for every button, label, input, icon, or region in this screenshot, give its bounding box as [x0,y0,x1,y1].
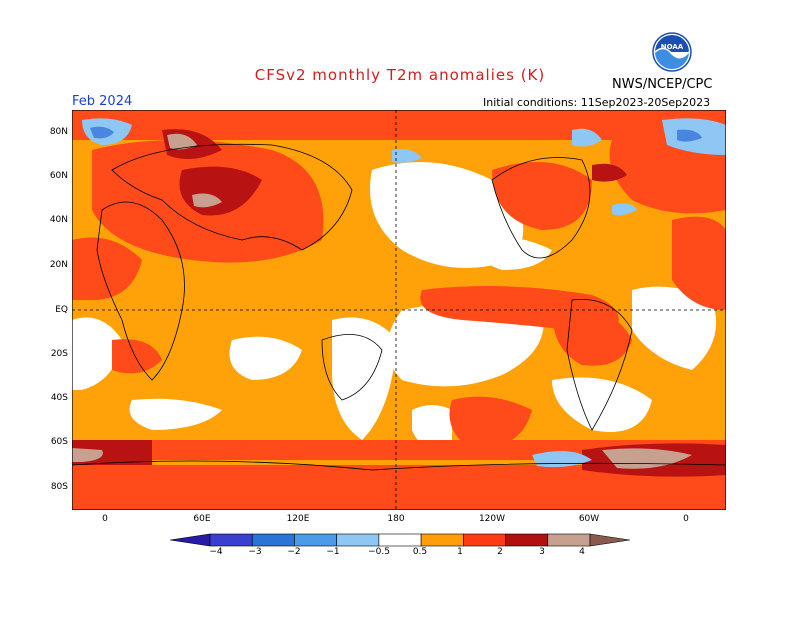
lat-label: 40N [49,215,68,225]
lat-label: 40S [50,393,68,403]
colorbar-label: −2 [287,547,301,557]
noaa-logo: NOAA [652,32,692,72]
colorbar-label: −4 [209,547,223,557]
colorbar-segment [251,533,295,547]
lat-label: 20N [49,260,68,270]
colorbar-segment [547,533,591,547]
colorbar-label: 1 [457,547,463,557]
lon-label: 120E [286,514,310,524]
lon-label: 180 [387,514,405,524]
colorbar-segment [170,533,211,547]
colorbar-segment [420,533,464,547]
lon-label: 120W [478,514,506,524]
colorbar-segment [336,533,380,547]
colorbar-segment [463,533,506,547]
lon-label: 60W [578,514,600,524]
lon-label: 0 [102,514,108,524]
cold-anomaly-regions [82,118,726,468]
lon-label: 0 [683,514,689,524]
lon-label: 60E [193,514,211,524]
colorbar-segment [589,533,630,547]
logo-text: NOAA [661,43,684,51]
lat-label: 20S [50,349,68,359]
anomaly-map [72,110,726,510]
colorbar-label: −3 [248,547,262,557]
warm-anomaly-regions [72,110,726,510]
colorbar-label: 4 [579,547,585,557]
colorbar-label: −1 [326,547,340,557]
colorbar-label: 0.5 [412,547,428,557]
lat-label: EQ [55,305,68,315]
lat-label: 60N [49,171,68,181]
colorbar-segment [378,533,422,547]
lat-label: 80S [50,482,68,492]
near-zero-regions [72,162,717,451]
map-title: CFSv2 monthly T2m anomalies (K) [254,66,546,84]
agency-label: NWS/NCEP/CPC [612,77,713,92]
colorbar-label: 3 [539,547,545,557]
coastlines [72,143,726,471]
colorbar-label: 2 [497,547,503,557]
colorbar-segment [209,533,253,547]
colorbar-segment [505,533,549,547]
lat-label: 60S [50,437,68,447]
colorbar [170,533,630,547]
initial-conditions: Initial conditions: 11Sep2023-20Sep2023 [483,96,711,109]
lat-label: 80N [49,127,68,137]
colorbar-label: −0.5 [368,547,390,557]
extreme-warm-regions [72,133,692,469]
forecast-month: Feb 2024 [72,94,133,109]
colorbar-segment [294,533,337,547]
